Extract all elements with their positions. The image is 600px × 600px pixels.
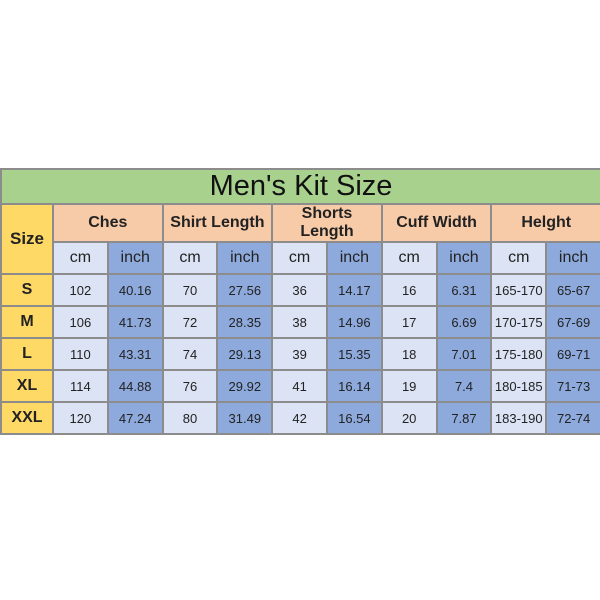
size-chart-table: Men's Kit Size Size Ches Shirt Length Shor… <box>0 168 600 435</box>
table-cell: 170-175 <box>490 305 548 339</box>
size-label: S <box>0 273 54 307</box>
table-cell: 72 <box>161 305 219 339</box>
table-cell: 36 <box>271 273 328 307</box>
table-cell: 31.49 <box>216 401 274 435</box>
unit-header-inch: inch <box>325 241 383 275</box>
column-group-header: Shorts Length <box>271 203 383 243</box>
table-cell: 41.73 <box>106 305 164 339</box>
table-row: L 110 43.31 74 29.13 39 15.35 18 7.01 175-180 69-7… <box>0 337 600 371</box>
column-group-header: Ches <box>52 203 164 243</box>
size-header: Size <box>0 203 54 275</box>
table-cell: 114 <box>52 369 109 403</box>
table-cell: 14.17 <box>325 273 383 307</box>
table-cell: 65-67 <box>545 273 600 307</box>
table-cell: 28.35 <box>216 305 274 339</box>
table-cell: 102 <box>52 273 109 307</box>
table-cell: 38 <box>271 305 328 339</box>
table-cell: 183-190 <box>490 401 548 435</box>
column-group-header: Shirt Length <box>161 203 274 243</box>
table-cell: 29.92 <box>216 369 274 403</box>
table-cell: 110 <box>52 337 109 371</box>
table-cell: 69-71 <box>545 337 600 371</box>
table-cell: 44.88 <box>106 369 164 403</box>
table-cell: 43.31 <box>106 337 164 371</box>
chart-title: Men's Kit Size <box>0 168 600 205</box>
size-label: M <box>0 305 54 339</box>
table-cell: 180-185 <box>490 369 548 403</box>
table-cell: 16 <box>380 273 438 307</box>
table-cell: 20 <box>380 401 438 435</box>
unit-header-inch: inch <box>545 241 600 275</box>
size-label: L <box>0 337 54 371</box>
table-cell: 7.01 <box>435 337 493 371</box>
table-cell: 47.24 <box>106 401 164 435</box>
table-cell: 17 <box>380 305 438 339</box>
table-row: M 106 41.73 72 28.35 38 14.96 17 6.69 170-175 67-6… <box>0 305 600 339</box>
table-cell: 42 <box>271 401 328 435</box>
table-cell: 72-74 <box>545 401 600 435</box>
table-row: XXL 120 47.24 80 31.49 42 16.54 20 7.87 183-190 72… <box>0 401 600 435</box>
table-cell: 7.4 <box>435 369 493 403</box>
table-cell: 41 <box>271 369 328 403</box>
table-cell: 70 <box>161 273 219 307</box>
table-row: XL 114 44.88 76 29.92 41 16.14 19 7.4 180-185 71-7… <box>0 369 600 403</box>
table-cell: 76 <box>161 369 219 403</box>
table-cell: 74 <box>161 337 219 371</box>
size-label: XL <box>0 369 54 403</box>
unit-header-inch: inch <box>106 241 164 275</box>
table-cell: 16.54 <box>325 401 383 435</box>
table-cell: 6.31 <box>435 273 493 307</box>
table-cell: 6.69 <box>435 305 493 339</box>
table-cell: 18 <box>380 337 438 371</box>
table-cell: 165-170 <box>490 273 548 307</box>
unit-header-inch: inch <box>435 241 493 275</box>
table-cell: 39 <box>271 337 328 371</box>
table-cell: 71-73 <box>545 369 600 403</box>
table-cell: 175-180 <box>490 337 548 371</box>
table-cell: 16.14 <box>325 369 383 403</box>
table-cell: 14.96 <box>325 305 383 339</box>
column-group-header: Helght <box>490 203 600 243</box>
size-label: XXL <box>0 401 54 435</box>
table-cell: 120 <box>52 401 109 435</box>
unit-header-inch: inch <box>216 241 274 275</box>
table-cell: 29.13 <box>216 337 274 371</box>
unit-header-cm: cm <box>490 241 548 275</box>
unit-header-cm: cm <box>380 241 438 275</box>
table-cell: 106 <box>52 305 109 339</box>
unit-header-cm: cm <box>271 241 328 275</box>
column-group-header: Cuff Width <box>380 203 493 243</box>
table-cell: 7.87 <box>435 401 493 435</box>
unit-header-cm: cm <box>161 241 219 275</box>
table-cell: 27.56 <box>216 273 274 307</box>
table-cell: 15.35 <box>325 337 383 371</box>
table-cell: 80 <box>161 401 219 435</box>
table-cell: 19 <box>380 369 438 403</box>
table-row: S 102 40.16 70 27.56 36 14.17 16 6.31 165-170 65-6… <box>0 273 600 307</box>
table-cell: 40.16 <box>106 273 164 307</box>
unit-header-cm: cm <box>52 241 109 275</box>
table-cell: 67-69 <box>545 305 600 339</box>
